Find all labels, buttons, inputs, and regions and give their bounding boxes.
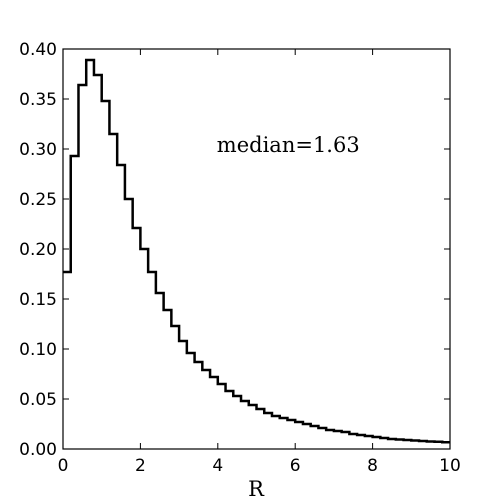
x-tick-label: 2 xyxy=(135,456,146,476)
y-tick-label: 0.30 xyxy=(19,140,57,160)
y-tick-label: 0.20 xyxy=(19,240,57,260)
y-tick-label: 0.35 xyxy=(19,90,57,110)
plot-background xyxy=(63,49,450,449)
median-annotation: median=1.63 xyxy=(217,133,360,157)
x-tick-label: 8 xyxy=(367,456,378,476)
plot-frame xyxy=(62,48,451,450)
x-tick-label: 0 xyxy=(58,456,69,476)
y-tick-label: 0.10 xyxy=(19,340,57,360)
x-axis-label: R xyxy=(248,477,265,500)
y-tick-label: 0.05 xyxy=(19,390,57,410)
x-tick-label: 6 xyxy=(290,456,301,476)
x-tick-label: 10 xyxy=(439,456,461,476)
y-tick-label: 0.15 xyxy=(19,290,57,310)
x-tick-label: 4 xyxy=(212,456,223,476)
y-tick-label: 0.40 xyxy=(19,40,57,60)
tick-labels: 0 2 4 6 8 10 0.00 0.05 0.10 0.15 0.20 0.25 0.30 0.35 0… xyxy=(19,40,461,476)
y-tick-label: 0.25 xyxy=(19,190,57,210)
y-tick-label: 0.00 xyxy=(19,440,57,460)
histogram-step-line xyxy=(63,58,450,444)
